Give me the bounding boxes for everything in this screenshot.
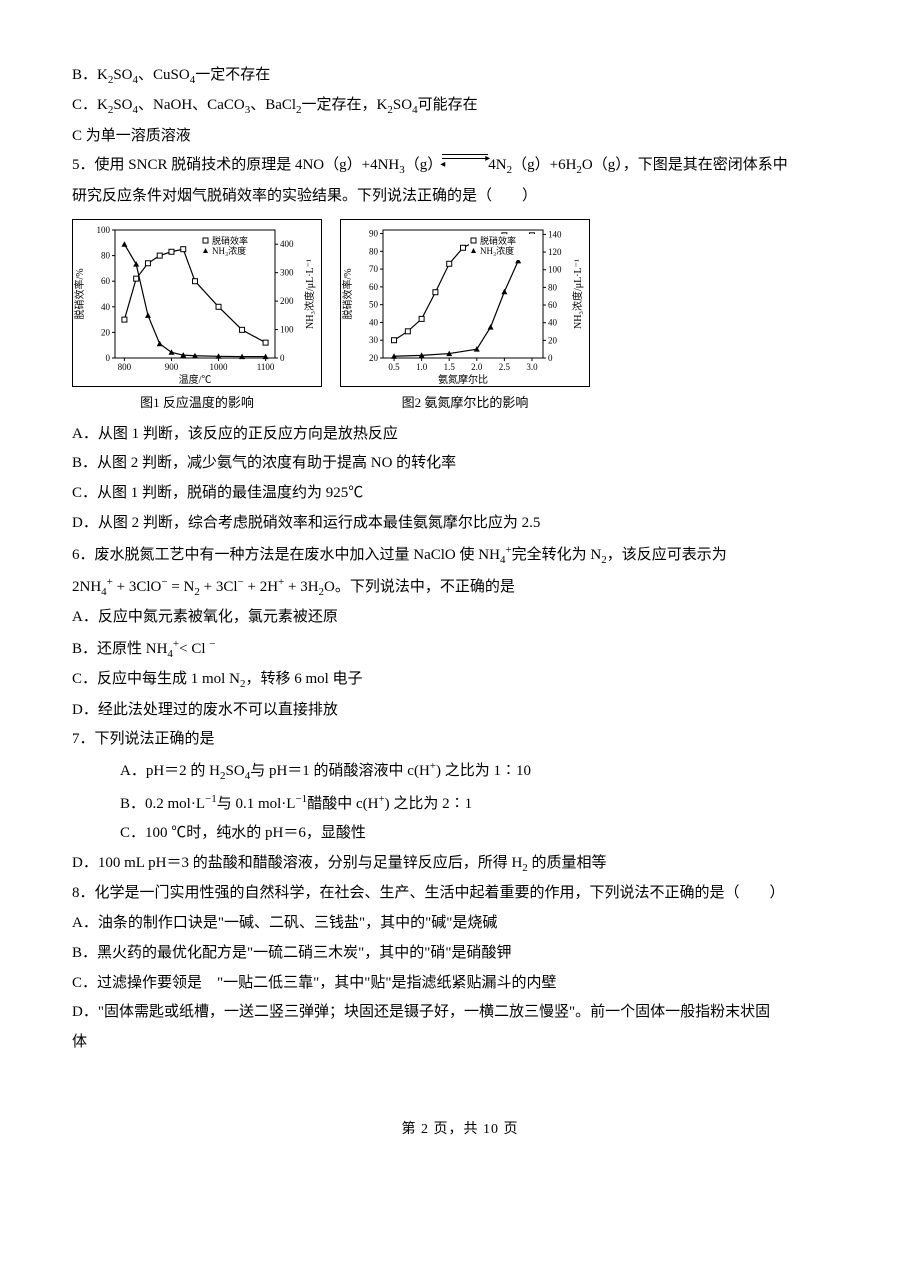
q6-equation: 2NH4+ + 3ClO− = N2 + 3Cl− + 2H+ + 3H2O。下…: [72, 572, 848, 602]
q5-stem-line2: 研究反应条件对烟气脱硝效率的实验结果。下列说法正确的是（ ）: [72, 183, 848, 211]
q7-opt-b: B．0.2 mol·L−1与 0.1 mol·L−1醋酸中 c(H+) 之比为 …: [120, 789, 848, 819]
svg-text:100: 100: [280, 324, 294, 334]
svg-text:温度/℃: 温度/℃: [179, 373, 212, 386]
svg-text:0: 0: [106, 353, 111, 363]
svg-text:80: 80: [548, 282, 558, 292]
svg-text:900: 900: [165, 362, 179, 372]
q5-opt-d: D．从图 2 判断，综合考虑脱硝效率和运行成本最佳氨氮摩尔比应为 2.5: [72, 510, 848, 538]
q4-opt-d: C 为单一溶质溶液: [72, 123, 848, 151]
svg-text:400: 400: [280, 239, 294, 249]
svg-text:100: 100: [548, 264, 562, 274]
svg-text:80: 80: [369, 246, 379, 256]
svg-text:20: 20: [369, 353, 379, 363]
chart1-caption: 图1 反应温度的影响: [140, 391, 254, 415]
chart2-caption: 图2 氨氮摩尔比的影响: [402, 391, 529, 415]
svg-text:NH₃浓度: NH₃浓度: [212, 245, 246, 256]
svg-text:1100: 1100: [257, 362, 275, 372]
q7-stem: 7．下列说法正确的是: [72, 726, 848, 754]
svg-text:0.5: 0.5: [388, 362, 400, 372]
q7-opt-d: D．100 mL pH＝3 的盐酸和醋酸溶液，分别与足量锌反应后，所得 H2 的…: [72, 850, 848, 878]
svg-text:NH₃浓度: NH₃浓度: [480, 245, 514, 256]
q8-opt-b: B．黑火药的最优化配方是"一硫二硝三木炭"，其中的"硝"是硝酸钾: [72, 940, 848, 968]
svg-text:40: 40: [369, 317, 379, 327]
svg-text:20: 20: [548, 335, 558, 345]
page-footer: 第 2 页，共 10 页: [72, 1117, 848, 1143]
q8-opt-d-line2: 体: [72, 1029, 848, 1057]
svg-text:3.0: 3.0: [526, 362, 538, 372]
svg-text:1000: 1000: [210, 362, 229, 372]
svg-text:30: 30: [369, 335, 379, 345]
svg-text:脱硝效率: 脱硝效率: [212, 235, 248, 246]
q5-stem-line1: 5．使用 SNCR 脱硝技术的原理是 4NO（g）+4NH3（g）▸◂ 4N2（…: [72, 152, 848, 180]
q8-opt-a: A．油条的制作口诀是"一碱、二矾、三钱盐"，其中的"碱"是烧碱: [72, 910, 848, 938]
svg-text:0: 0: [548, 353, 553, 363]
svg-text:40: 40: [548, 317, 558, 327]
q6-opt-c: C．反应中每生成 1 mol N2，转移 6 mol 电子: [72, 666, 848, 694]
svg-text:20: 20: [101, 327, 111, 337]
svg-text:60: 60: [548, 300, 558, 310]
q7-opt-a: A．pH＝2 的 H2SO4与 pH＝1 的硝酸溶液中 c(H+) 之比为 1∶…: [120, 756, 848, 786]
chart2-svg: 20 30 40 50 60 70 80 90 0 20 40 60 80 100 120 140 0.5 1.0…: [340, 219, 590, 387]
svg-text:90: 90: [369, 228, 379, 238]
svg-text:脱硝效率/%: 脱硝效率/%: [341, 268, 354, 319]
q8-opt-d-line1: D．"固体需匙或纸槽，一送二竖三弹弹；块固还是镊子好，一横二放三慢竖"。前一个固…: [72, 999, 848, 1027]
svg-text:1.0: 1.0: [416, 362, 428, 372]
q6-opt-b: B．还原性 NH4+< Cl −: [72, 634, 848, 664]
q4-opt-c: C．K2SO4、NaOH、CaCO3、BaCl2一定存在，K2SO4可能存在: [72, 92, 848, 120]
chart1-block: 020406080100010020030040080090010001100温…: [72, 219, 322, 415]
svg-text:40: 40: [101, 301, 111, 311]
svg-text:100: 100: [97, 225, 111, 235]
svg-text:200: 200: [280, 296, 294, 306]
svg-text:脱硝效率/%: 脱硝效率/%: [73, 268, 86, 319]
svg-text:脱硝效率: 脱硝效率: [480, 235, 516, 246]
charts-container: 020406080100010020030040080090010001100温…: [72, 219, 848, 415]
q4-opt-b: B．K2SO4、CuSO4一定不存在: [72, 62, 848, 90]
svg-text:氨氮摩尔比: 氨氮摩尔比: [438, 373, 488, 386]
q6-opt-d: D．经此法处理过的废水不可以直接排放: [72, 697, 848, 725]
svg-text:140: 140: [548, 229, 562, 239]
q6-stem-line1: 6．废水脱氮工艺中有一种方法是在废水中加入过量 NaClO 使 NH4+完全转化…: [72, 540, 848, 570]
q5-opt-b: B．从图 2 判断，减少氨气的浓度有助于提高 NO 的转化率: [72, 450, 848, 478]
svg-text:300: 300: [280, 267, 294, 277]
q8-stem: 8．化学是一门实用性强的自然科学，在社会、生产、生活中起着重要的作用，下列说法不…: [72, 880, 848, 908]
chart2-block: 20 30 40 50 60 70 80 90 0 20 40 60 80 100 120 140 0.5 1.0…: [340, 219, 590, 415]
svg-text:60: 60: [101, 276, 111, 286]
svg-text:2.0: 2.0: [471, 362, 483, 372]
q6-opt-a: A．反应中氮元素被氧化，氯元素被还原: [72, 604, 848, 632]
svg-text:120: 120: [548, 247, 562, 257]
svg-text:NH₃浓度/μL·L⁻¹: NH₃浓度/μL·L⁻¹: [571, 259, 584, 329]
q7-opt-c: C．100 ℃时，纯水的 pH＝6，显酸性: [120, 820, 848, 848]
q8-opt-c: C．过滤操作要领是 "一贴二低三靠"，其中"贴"是指滤纸紧贴漏斗的内壁: [72, 970, 848, 998]
svg-text:60: 60: [369, 281, 379, 291]
svg-text:70: 70: [369, 264, 379, 274]
svg-text:0: 0: [280, 353, 285, 363]
q5-opt-c: C．从图 1 判断，脱硝的最佳温度约为 925℃: [72, 480, 848, 508]
svg-text:NH₃浓度/μL·L⁻¹: NH₃浓度/μL·L⁻¹: [303, 259, 316, 329]
svg-text:1.5: 1.5: [444, 362, 456, 372]
svg-text:2.5: 2.5: [499, 362, 511, 372]
q5-opt-a: A．从图 1 判断，该反应的正反应方向是放热反应: [72, 421, 848, 449]
svg-text:800: 800: [118, 362, 132, 372]
svg-text:50: 50: [369, 299, 379, 309]
svg-text:80: 80: [101, 250, 111, 260]
chart1-svg: 020406080100010020030040080090010001100温…: [72, 219, 322, 387]
